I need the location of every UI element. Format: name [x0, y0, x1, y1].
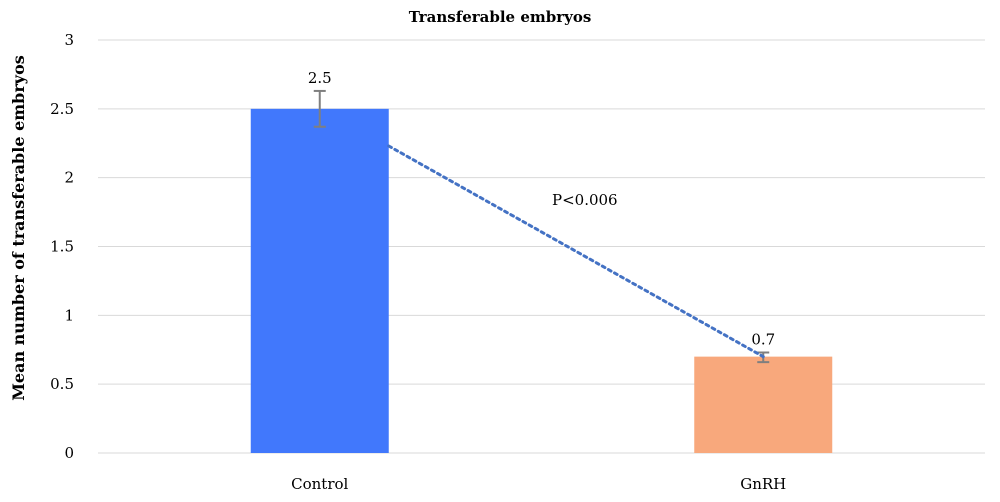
- y-tick-label: 0.5: [50, 375, 74, 393]
- gridlines: [98, 39, 985, 454]
- y-tick-label: 2: [64, 169, 74, 187]
- error-bar: [313, 89, 326, 128]
- x-axis-ticks: Control GnRH: [291, 475, 786, 493]
- data-labels: 2.5 0.7: [308, 69, 775, 349]
- bar-control: [250, 108, 389, 453]
- y-tick-label: 3: [64, 31, 74, 49]
- p-value-annotation: P<0.006: [552, 191, 618, 209]
- y-tick-label: 2.5: [50, 100, 74, 118]
- x-tick-label: Control: [291, 475, 348, 493]
- bar-gnrh: [694, 356, 833, 453]
- x-tick-label: GnRH: [740, 475, 786, 493]
- error-bars: [313, 89, 770, 364]
- data-label: 0.7: [751, 331, 775, 349]
- y-tick-label: 1: [64, 306, 74, 324]
- y-axis-ticks: 0 0.5 1 1.5 2 2.5 3: [50, 31, 74, 462]
- y-axis-label: Mean number of transferable embryos: [9, 55, 28, 401]
- y-tick-label: 1.5: [50, 238, 74, 256]
- chart-title: Transferable embryos: [409, 8, 592, 26]
- trendline: [387, 144, 765, 359]
- bars: [250, 108, 833, 453]
- trendline-line: [387, 144, 765, 359]
- data-label: 2.5: [308, 69, 332, 87]
- y-tick-label: 0: [64, 444, 74, 462]
